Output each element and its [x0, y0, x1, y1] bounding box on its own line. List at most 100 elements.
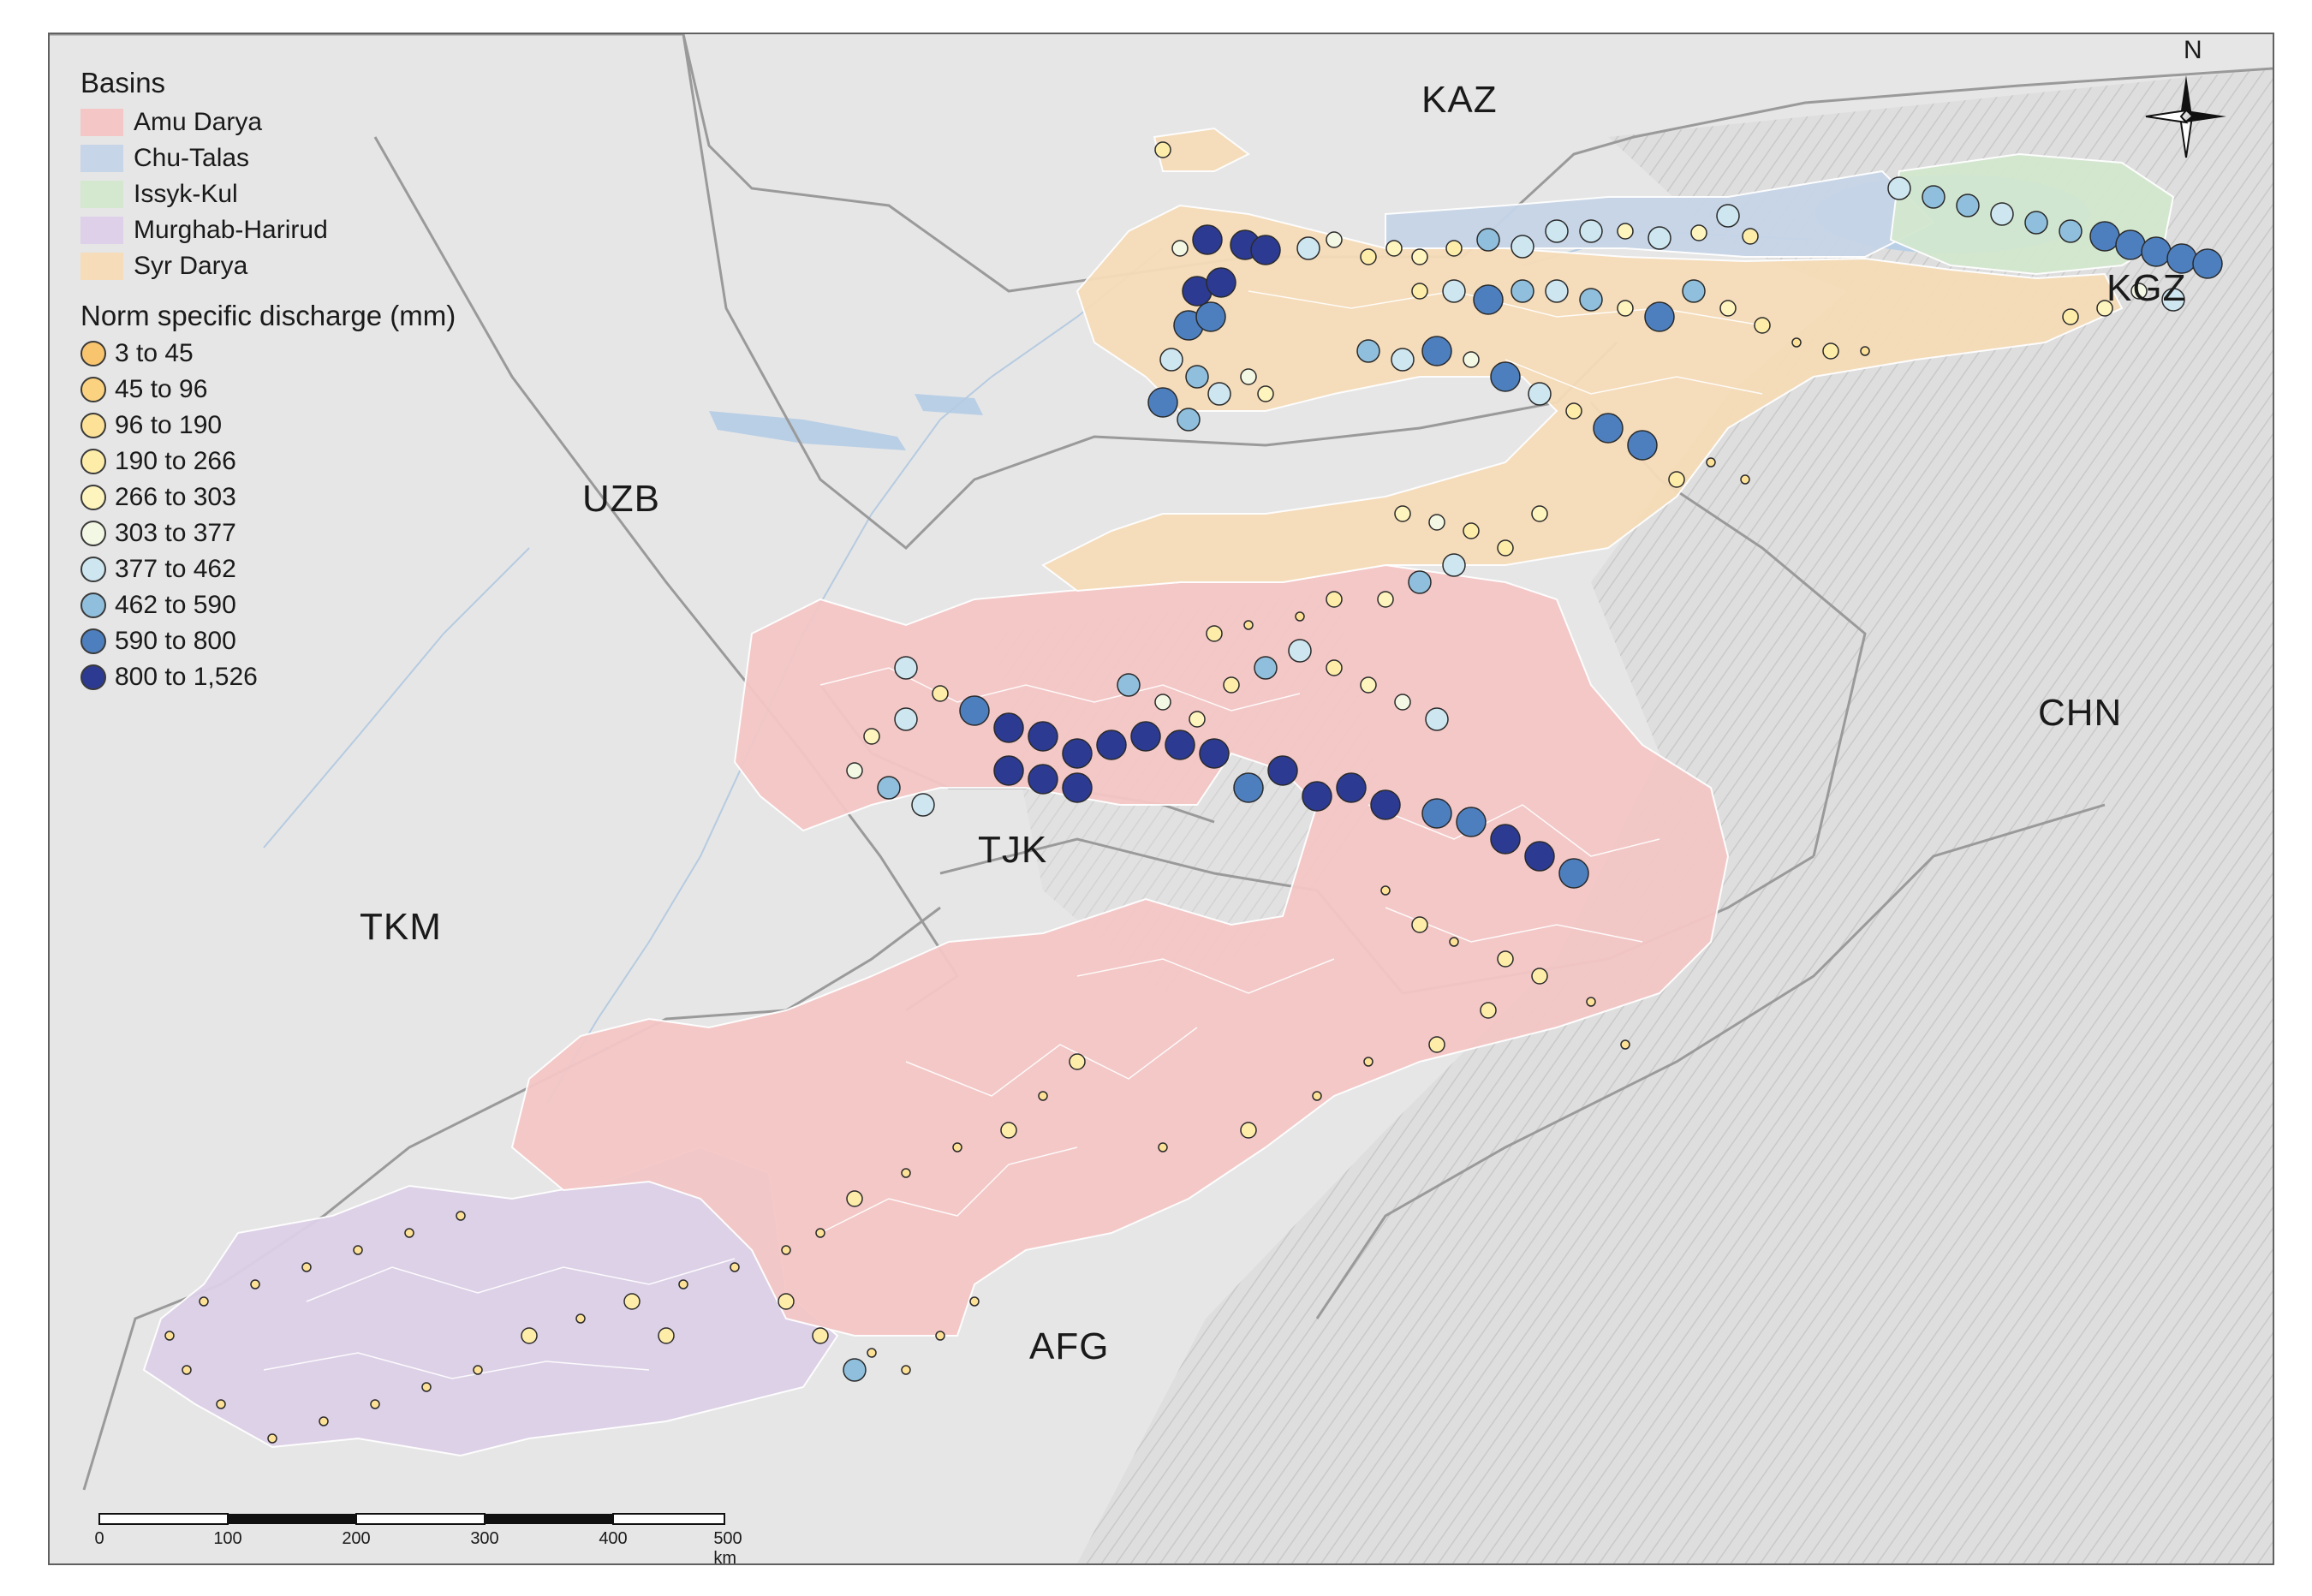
gauge-station-marker: [1062, 738, 1093, 769]
country-label-chn: CHN: [2038, 692, 2123, 734]
gauge-station-marker: [1223, 676, 1240, 694]
gauge-station-marker: [2161, 288, 2185, 312]
gauge-station-marker: [1990, 202, 2014, 226]
gauge-station-marker: [1528, 382, 1552, 406]
gauge-station-marker: [1154, 141, 1171, 158]
legend-basin-item: Syr Darya: [80, 248, 456, 284]
country-label-uzb: UZB: [582, 478, 660, 520]
gauge-station-marker: [1336, 772, 1367, 803]
north-label: N: [2184, 36, 2202, 64]
gauge-station-marker: [1302, 781, 1332, 812]
gauge-station-marker: [867, 1348, 877, 1358]
gauge-station-marker: [1463, 522, 1480, 539]
gauge-station-marker: [2141, 236, 2172, 267]
gauge-station-marker: [1267, 755, 1298, 786]
gauge-station-marker: [1165, 730, 1195, 760]
gauge-station-marker: [2130, 283, 2148, 300]
gauge-station-marker: [1620, 1039, 1630, 1050]
lake-aidarkul: [709, 411, 906, 450]
gauge-station-marker: [1192, 224, 1223, 255]
gauge-station-marker: [199, 1296, 209, 1307]
map-frame[interactable]: KAZ UZB TKM TJK KGZ CHN AFG N Basins Amu…: [48, 33, 2274, 1565]
gauge-station-marker: [778, 1293, 795, 1310]
legend-basins-title: Basins: [80, 67, 166, 98]
scale-tick-label: 200: [342, 1529, 371, 1548]
legend-basin-item: Murghab-Harirud: [80, 212, 456, 248]
gauge-station-marker: [1754, 317, 1771, 334]
gauge-station-marker: [1822, 342, 1839, 360]
north-arrow-icon: [2145, 75, 2226, 158]
legend-basin-swatch: [80, 109, 123, 136]
gauge-station-marker: [1370, 789, 1401, 820]
legend-discharge-label: 266 to 303: [115, 483, 236, 511]
legend-discharge-label: 303 to 377: [115, 519, 236, 547]
gauge-station-marker: [1445, 240, 1463, 257]
map-canvas[interactable]: [50, 34, 2273, 1563]
gauge-station-marker: [1473, 284, 1504, 315]
gauge-station-marker: [1385, 240, 1403, 257]
gauge-station-marker: [1463, 351, 1480, 368]
gauge-station-marker: [353, 1245, 363, 1255]
gauge-station-marker: [1062, 772, 1093, 803]
map-legend: Basins Amu Darya Chu-Talas Issyk-Kul Mur…: [80, 67, 456, 695]
gauge-station-marker: [911, 793, 935, 817]
gauge-station-marker: [846, 762, 863, 779]
gauge-station-marker: [901, 1365, 911, 1375]
gauge-station-marker: [1476, 228, 1500, 252]
gauge-station-marker: [1421, 798, 1452, 829]
gauge-station-marker: [2024, 211, 2048, 235]
gauge-station-marker: [1360, 248, 1377, 265]
legend-discharge-item: 462 to 590: [80, 587, 456, 623]
country-label-kaz: KAZ: [1421, 79, 1498, 121]
legend-discharge-item: 266 to 303: [80, 479, 456, 515]
gauge-station-marker: [846, 1190, 863, 1207]
legend-basin-swatch: [80, 181, 123, 208]
gauge-station-marker: [932, 685, 949, 702]
gauge-station-marker: [1028, 721, 1058, 752]
gauge-station-marker: [781, 1245, 791, 1255]
gauge-station-marker: [1295, 611, 1305, 622]
basin-murghab-harirud: [142, 1146, 839, 1457]
gauge-station-marker: [1545, 219, 1569, 243]
legend-discharge-item: 377 to 462: [80, 551, 456, 587]
gauge-station-marker: [1199, 738, 1230, 769]
scale-tick-label: 100: [213, 1529, 242, 1548]
legend-basins-list: Amu Darya Chu-Talas Issyk-Kul Murghab-Ha…: [80, 104, 456, 284]
gauge-station-marker: [2089, 221, 2120, 252]
gauge-station-marker: [456, 1211, 466, 1221]
gauge-station-marker: [182, 1365, 192, 1375]
gauge-station-marker: [1296, 236, 1320, 260]
gauge-station-marker: [2192, 248, 2223, 279]
discharge-dot-icon: [80, 449, 106, 474]
discharge-dot-icon: [80, 664, 106, 690]
gauge-station-marker: [935, 1331, 945, 1341]
gauge-station-marker: [1617, 300, 1634, 317]
gauge-station-marker: [1411, 916, 1428, 933]
gauge-station-marker: [1147, 387, 1178, 418]
gauge-station-marker: [815, 1228, 825, 1238]
gauge-station-marker: [1579, 288, 1603, 312]
gauge-station-marker: [301, 1262, 312, 1272]
gauge-station-marker: [1490, 824, 1521, 855]
gauge-station-marker: [678, 1279, 688, 1289]
gauge-station-marker: [1531, 968, 1548, 985]
gauge-station-marker: [1565, 402, 1582, 420]
discharge-dot-icon: [80, 593, 106, 618]
legend-discharge-item: 800 to 1,526: [80, 659, 456, 695]
legend-discharge-list: 3 to 45 45 to 96 96 to 190 190 to 266 26…: [80, 336, 456, 695]
gauge-station-marker: [575, 1313, 586, 1324]
gauge-station-marker: [1206, 625, 1223, 642]
gauge-station-marker: [1391, 348, 1415, 372]
gauge-station-marker: [421, 1382, 432, 1392]
discharge-dot-icon: [80, 485, 106, 510]
gauge-station-marker: [2059, 219, 2083, 243]
gauge-station-marker: [894, 707, 918, 731]
gauge-station-marker: [1195, 301, 1226, 332]
gauge-station-marker: [812, 1327, 829, 1344]
gauge-station-marker: [1411, 283, 1428, 300]
gauge-station-marker: [1531, 505, 1548, 522]
legend-discharge-item: 45 to 96: [80, 372, 456, 408]
country-label-kgz: KGZ: [2106, 267, 2187, 309]
legend-basin-label: Chu-Talas: [134, 144, 250, 172]
gauge-station-marker: [1456, 807, 1487, 837]
